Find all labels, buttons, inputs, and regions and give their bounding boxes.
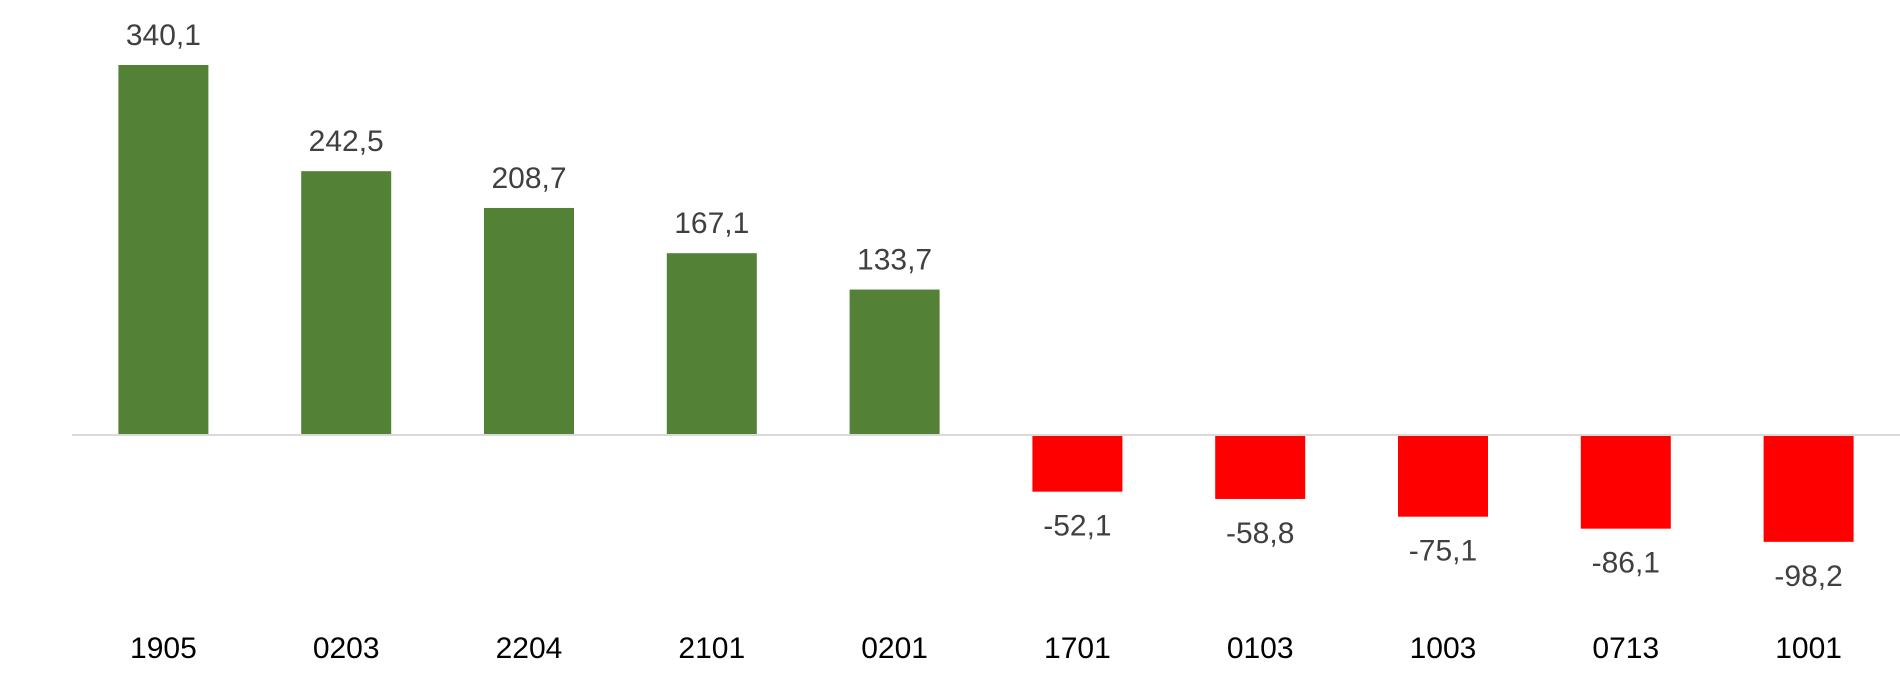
bar-2204 (484, 207, 574, 435)
value-label-1001: -98,2 (1774, 560, 1842, 593)
value-labels-group: 340,1 242,5 208,7 167,1 133,7 -52,1 -58,8 -75,1… (126, 19, 1843, 593)
category-label-0201: 0201 (861, 632, 928, 665)
bar-1905 (118, 65, 209, 435)
category-label-1905: 1905 (130, 632, 197, 665)
value-label-0203: 242,5 (309, 125, 384, 158)
category-label-1003: 1003 (1410, 632, 1477, 665)
category-labels-group: 1905 0203 2204 2101 0201 1701 0103 1003 0713 1001 (130, 632, 1842, 665)
bar-0713 (1580, 435, 1671, 529)
bar-0201 (849, 289, 940, 435)
category-label-0203: 0203 (313, 632, 380, 665)
bar-1003 (1398, 435, 1488, 517)
bar-1701 (1032, 435, 1123, 492)
value-label-0103: -58,8 (1226, 517, 1294, 550)
category-label-0103: 0103 (1227, 632, 1294, 665)
bars-group (118, 65, 1854, 542)
category-label-0713: 0713 (1592, 632, 1659, 665)
bar-0103 (1215, 435, 1306, 499)
category-label-2204: 2204 (496, 632, 563, 665)
bar-0203 (301, 171, 392, 435)
bar-2101 (666, 253, 757, 435)
value-label-0713: -86,1 (1592, 547, 1660, 580)
value-label-2204: 208,7 (491, 162, 566, 195)
category-label-1701: 1701 (1044, 632, 1111, 665)
value-label-1905: 340,1 (126, 19, 201, 52)
category-label-1001: 1001 (1775, 632, 1842, 665)
value-label-1003: -75,1 (1409, 535, 1477, 568)
category-label-2101: 2101 (678, 632, 745, 665)
value-label-1701: -52,1 (1043, 510, 1111, 543)
value-label-0201: 133,7 (857, 244, 932, 277)
value-label-2101: 167,1 (674, 207, 749, 240)
bar-1001 (1763, 435, 1854, 542)
